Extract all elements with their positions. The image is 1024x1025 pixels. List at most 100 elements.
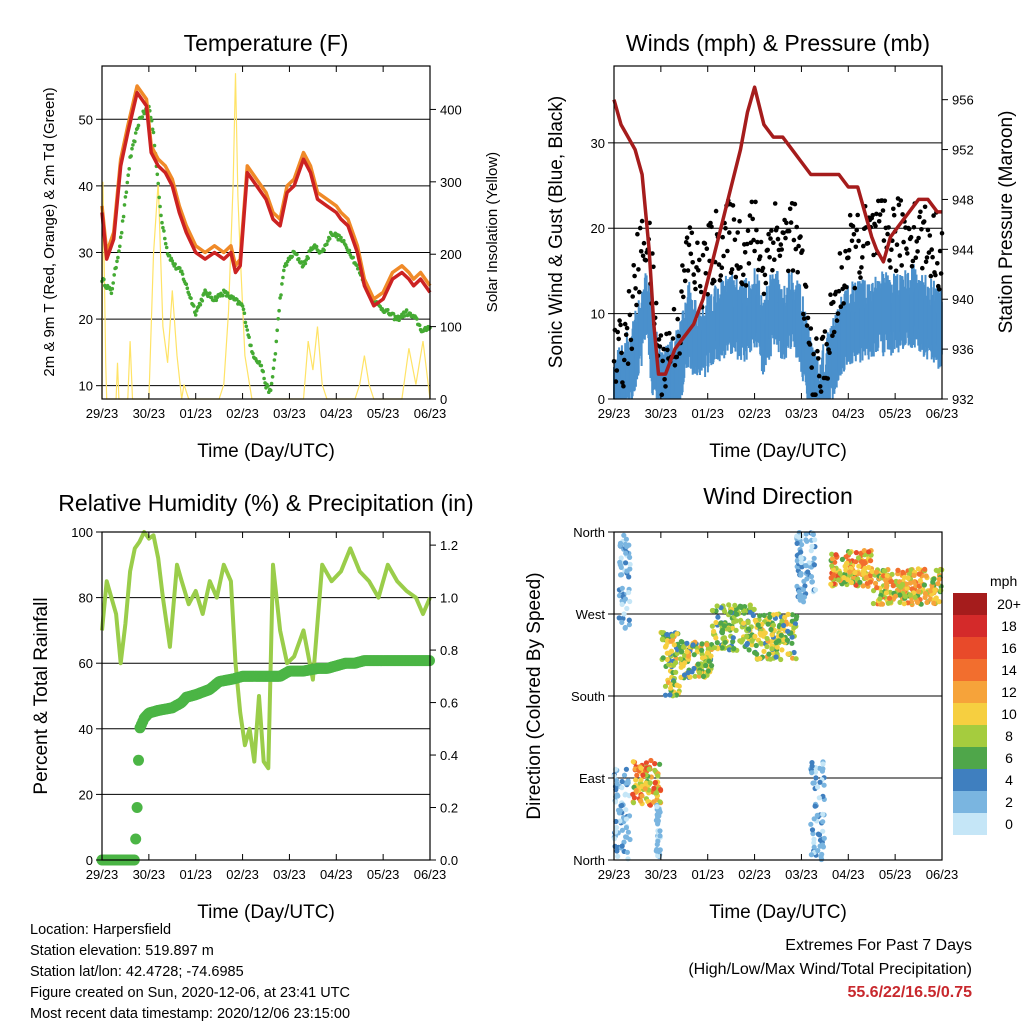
direction-point	[808, 574, 815, 580]
direction-point	[903, 581, 910, 587]
direction-point	[833, 552, 839, 558]
direction-point	[721, 623, 728, 629]
gust-point	[807, 342, 813, 347]
gust-point	[663, 384, 668, 389]
direction-point	[657, 833, 663, 839]
dewpoint-point	[392, 317, 397, 322]
gust-point	[633, 286, 638, 291]
gust-point	[774, 225, 780, 231]
direction-point	[747, 609, 753, 615]
gust-point	[897, 253, 903, 258]
gust-point	[914, 239, 919, 244]
direction-point	[614, 781, 620, 787]
gust-point	[730, 203, 736, 208]
gust-point	[705, 292, 710, 297]
dewpoint-point	[314, 244, 319, 249]
direction-point	[888, 578, 895, 585]
direction-point	[630, 800, 637, 806]
dewpoint-point	[281, 275, 285, 280]
direction-point	[618, 572, 625, 578]
y-tick-label: 10	[79, 379, 93, 394]
direction-point	[679, 649, 685, 655]
x-tick-label: 30/23	[645, 406, 678, 421]
gust-point	[846, 247, 852, 253]
direction-point	[667, 692, 673, 698]
direction-point	[749, 642, 755, 648]
gust-point	[721, 253, 726, 259]
gust-point	[828, 292, 833, 298]
gust-point	[735, 230, 740, 235]
direction-point	[657, 828, 663, 834]
gust-point	[908, 234, 914, 240]
direction-point	[877, 596, 883, 602]
direction-point	[808, 821, 814, 827]
direction-point	[617, 559, 623, 565]
gust-point	[615, 329, 620, 335]
direction-point	[816, 832, 823, 838]
extremes-subtitle: (High/Low/Max Wind/Total Precipitation)	[688, 960, 972, 978]
gust-point	[917, 214, 922, 220]
gust-point	[713, 208, 719, 214]
x-tick-label: 02/23	[738, 867, 771, 882]
direction-point	[936, 576, 942, 582]
x-tick-label: 30/23	[133, 867, 166, 882]
y2-tick-label: 940	[952, 292, 974, 307]
x-tick-label: 06/23	[926, 406, 959, 421]
dewpoint-point	[408, 311, 413, 316]
gust-point	[686, 242, 692, 248]
humidity-panel: Relative Humidity (%) & Precipitation (i…	[31, 490, 474, 923]
gust-point	[746, 261, 752, 266]
y2-tick-label: 932	[952, 392, 974, 407]
gust-point	[695, 240, 700, 246]
gust-point	[846, 255, 851, 260]
direction-point	[699, 647, 705, 653]
gust-point	[839, 265, 844, 270]
colorbar-label: 16	[1001, 640, 1017, 656]
dewpoint-point	[306, 256, 311, 261]
dewpoint-point	[160, 220, 164, 225]
y2-tick-label: 0	[440, 392, 447, 407]
direction-point	[664, 656, 670, 663]
x-tick-label: 01/23	[179, 867, 212, 882]
dewpoint-point	[391, 312, 396, 316]
direction-ticks: 29/23 30/23 01/23 02/23 03/23 04/23 05/23 06/23…	[571, 525, 958, 882]
gust-point	[692, 280, 697, 285]
dewpoint-point	[280, 282, 284, 286]
direction-point	[809, 763, 815, 769]
dewpoint-point	[214, 298, 219, 303]
dewpoint-point	[120, 219, 125, 223]
dewpoint-point	[180, 272, 185, 276]
winds-y2label: Station Pressure (Maroon)	[996, 111, 1017, 334]
direction-point	[852, 570, 858, 576]
x-tick-label: 02/23	[226, 867, 259, 882]
humidity-ylabel: Percent & Total Rainfall	[31, 597, 52, 794]
direction-point	[674, 682, 680, 688]
direction-point	[809, 579, 815, 585]
gust-point	[676, 333, 681, 339]
gust-point	[804, 323, 810, 328]
direction-point	[682, 652, 688, 658]
gust-point	[658, 333, 664, 338]
gust-point	[836, 288, 842, 294]
gust-point	[740, 281, 745, 287]
direction-point	[722, 608, 728, 615]
pressure-line	[612, 85, 942, 376]
gust-point	[754, 227, 759, 233]
gust-point	[786, 228, 792, 234]
gust-point	[659, 392, 665, 398]
gust-point	[824, 341, 829, 347]
direction-point	[626, 617, 632, 623]
dewpoint-point	[198, 302, 203, 307]
y-tick-label: North	[573, 525, 605, 540]
dewpoint-point	[118, 244, 122, 249]
figure-created: Figure created on Sun, 2020-12-06, at 23…	[30, 985, 350, 1001]
dewpoint-point	[130, 146, 134, 151]
y-tick-label: 30	[591, 136, 605, 151]
direction-point	[621, 772, 628, 778]
t9m-line	[100, 84, 432, 301]
temperature-ticks: 29/23 30/23 01/23 02/23 03/23 04/23 05/23 06/23…	[79, 66, 462, 421]
direction-point	[623, 550, 629, 556]
direction-point	[773, 654, 779, 660]
direction-title: Wind Direction	[703, 483, 853, 509]
direction-point	[794, 540, 800, 547]
